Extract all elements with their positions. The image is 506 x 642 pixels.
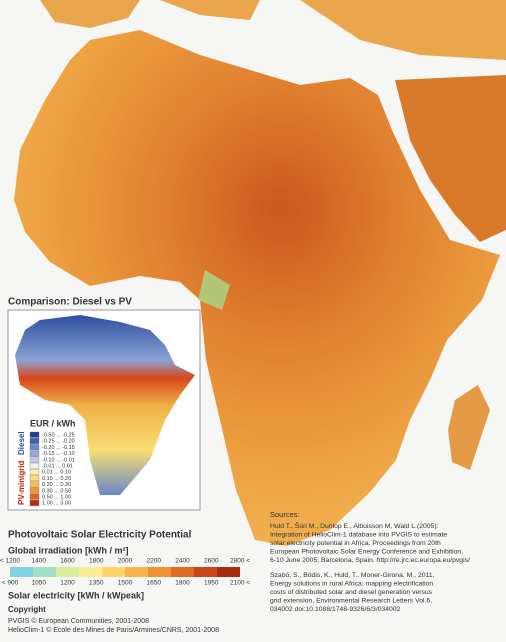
irradiation-tick: 1400 [32, 558, 47, 565]
legend-label: 1.00 ... 3.00 [42, 501, 71, 507]
diesel-label: Diesel [17, 431, 26, 455]
electricity-tick: 1050 [32, 580, 47, 587]
irradiation-tick: 1600 [60, 558, 75, 565]
legend-label: 0.50 ... 1.00 [42, 494, 71, 500]
legend-swatch [29, 481, 40, 488]
electricity-tick: 1650 [147, 580, 162, 587]
scale-color [125, 567, 148, 577]
copyright-line: PVGIS © European Communities, 2001-2008 [8, 617, 149, 625]
sources-title: Sources: [270, 510, 300, 519]
electricity-tick: 1800 [175, 580, 190, 587]
electricity-tick: 1200 [60, 580, 75, 587]
europe [40, 0, 506, 60]
legend-swatch [29, 431, 40, 438]
scale-color [148, 567, 171, 577]
irradiation-tick: 2200 [147, 558, 162, 565]
electricity-tick: < 900 [2, 580, 19, 587]
legend-swatch [29, 469, 40, 475]
copyright-title: Copyright [8, 605, 46, 614]
electricity-label: Solar electricity [kWh / kWpeak] [8, 590, 144, 600]
legend-label: -0.50 ... -0.25 [42, 432, 75, 438]
scale-color [102, 567, 125, 577]
legend-label: -0.01 ... 0.01 [42, 463, 73, 469]
africa [14, 30, 500, 546]
scale-color [79, 567, 102, 577]
irradiation-tick: 2600 [204, 558, 219, 565]
electricity-tick: 2100 < [230, 580, 250, 587]
legend-swatch [29, 487, 40, 494]
inset-legend-title: EUR / kWh [30, 418, 76, 428]
source-line: Huld T., Šúri M., Dunlop E., Albuisson M… [270, 521, 439, 530]
pv-label: PV-minigrid [17, 460, 26, 505]
irradiation-label: Global irradiation [kWh / m²] [8, 545, 129, 555]
source-line: European Photovoltaic Solar Energy Confe… [270, 549, 463, 556]
copyright-line: HelioClim-1 © Ecole des Mines de Paris/A… [8, 626, 219, 634]
legend-swatch [29, 450, 40, 457]
scale-color [171, 567, 194, 577]
arabia [395, 75, 506, 242]
legend-swatch [29, 493, 40, 500]
irradiation-tick: 1800 [89, 558, 104, 565]
legend-swatch [29, 438, 40, 444]
irradiation-tick: 2800 < [230, 558, 250, 565]
source-line: Energy solutions in rural Africa: mappin… [270, 580, 433, 587]
scale-color [217, 567, 240, 577]
electricity-tick: 1950 [204, 580, 219, 587]
legend-label: -0.20 ... -0.15 [42, 445, 75, 451]
scale-color [194, 567, 217, 577]
inset-title: Comparison: Diesel vs PV [8, 297, 132, 308]
source-line: Integration of HelioClim-1 database into… [270, 531, 447, 538]
legend-label: -0.25 ... -0.20 [42, 439, 75, 445]
legend-swatch [29, 456, 40, 463]
legend-swatch [29, 500, 40, 506]
irradiation-tick: 2000 [118, 558, 133, 565]
legend-swatch [29, 475, 40, 482]
source-line: costs of distributed solar and diesel ge… [270, 589, 433, 596]
scale-color [56, 567, 79, 577]
legend-swatch [29, 444, 40, 451]
legend-label: 0.30 ... 0.50 [42, 488, 71, 494]
legend-title: Photovoltaic Solar Electricity Potential [8, 530, 192, 541]
legend-label: 0.10 ... 0.20 [42, 476, 71, 482]
source-line: solar electricity potential in Africa. P… [270, 540, 441, 547]
scale-color [33, 567, 56, 577]
green-zone [198, 270, 230, 310]
legend-label: 0.20 ... 0.30 [42, 482, 71, 488]
source-line: grid extension, Environmental Research L… [270, 598, 432, 605]
irradiation-tick: < 1200 [0, 558, 20, 565]
legend-label: -0.10 ... -0.01 [42, 457, 75, 463]
source-line: 034002 doi:10.1088/1748-9326/6/3/034002 [270, 606, 401, 613]
legend-swatch [29, 462, 40, 469]
inset-africa [15, 315, 195, 495]
scale-color [10, 567, 33, 577]
electricity-tick: 1500 [118, 580, 133, 587]
electricity-tick: 1350 [89, 580, 104, 587]
source-line: 6-10 June 2005, Barcelona, Spain. http:/… [270, 557, 470, 564]
source-line: Szabó, S., Bódis, K., Huld, T., Moner-Gi… [270, 572, 435, 579]
irradiation-tick: 2400 [175, 558, 190, 565]
legend-label: 0.01 ... 0.10 [42, 470, 71, 476]
madagascar [448, 385, 490, 470]
legend-label: -0.15 ... -0.10 [42, 451, 75, 457]
